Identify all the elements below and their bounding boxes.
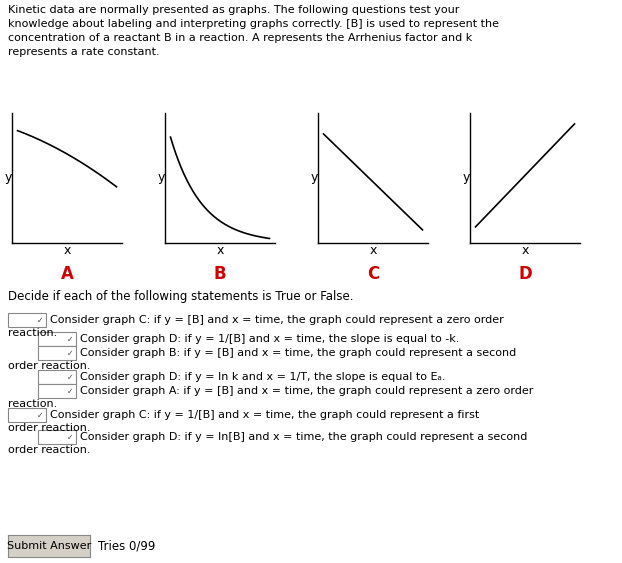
Text: ✓: ✓ (67, 348, 73, 358)
Text: ✓: ✓ (67, 387, 73, 395)
Text: Consider graph C: if y = [B] and x = time, the graph could represent a zero orde: Consider graph C: if y = [B] and x = tim… (50, 315, 504, 325)
X-axis label: x: x (369, 244, 377, 257)
Text: Decide if each of the following statements is True or False.: Decide if each of the following statemen… (8, 290, 353, 303)
Text: Kinetic data are normally presented as graphs. The following questions test your: Kinetic data are normally presented as g… (8, 5, 460, 15)
Text: concentration of a reactant B in a reaction. A represents the Arrhenius factor a: concentration of a reactant B in a react… (8, 33, 472, 43)
Text: Tries 0/99: Tries 0/99 (98, 539, 156, 552)
Y-axis label: y: y (462, 172, 470, 185)
X-axis label: x: x (521, 244, 529, 257)
Text: Consider graph D: if y = ln[B] and x = time, the graph could represent a second: Consider graph D: if y = ln[B] and x = t… (80, 432, 527, 442)
Text: ✓: ✓ (67, 432, 73, 441)
Text: order reaction.: order reaction. (8, 445, 90, 455)
X-axis label: x: x (216, 244, 224, 257)
X-axis label: x: x (63, 244, 71, 257)
Text: order reaction.: order reaction. (8, 361, 90, 371)
Text: reaction.: reaction. (8, 328, 57, 338)
Y-axis label: y: y (310, 172, 317, 185)
Text: represents a rate constant.: represents a rate constant. (8, 47, 160, 57)
Text: D: D (518, 265, 532, 283)
Text: Consider graph D: if y = 1/[B] and x = time, the slope is equal to -k.: Consider graph D: if y = 1/[B] and x = t… (80, 334, 460, 344)
Text: knowledge about labeling and interpreting graphs correctly. [B] is used to repre: knowledge about labeling and interpretin… (8, 19, 499, 29)
Text: Consider graph A: if y = [B] and x = time, the graph could represent a zero orde: Consider graph A: if y = [B] and x = tim… (80, 386, 534, 396)
Text: ✓: ✓ (37, 315, 43, 324)
Text: B: B (214, 265, 226, 283)
Y-axis label: y: y (157, 172, 165, 185)
Text: C: C (367, 265, 379, 283)
Text: Consider graph B: if y = [B] and x = time, the graph could represent a second: Consider graph B: if y = [B] and x = tim… (80, 348, 516, 358)
Y-axis label: y: y (4, 172, 12, 185)
Text: Submit Answer: Submit Answer (7, 541, 91, 551)
Text: Consider graph D: if y = ln k and x = 1/T, the slope is equal to Eₐ.: Consider graph D: if y = ln k and x = 1/… (80, 372, 445, 382)
Text: Consider graph C: if y = 1/[B] and x = time, the graph could represent a first: Consider graph C: if y = 1/[B] and x = t… (50, 410, 479, 420)
Text: ✓: ✓ (67, 334, 73, 343)
Text: reaction.: reaction. (8, 399, 57, 409)
Text: A: A (60, 265, 73, 283)
Text: ✓: ✓ (67, 373, 73, 382)
Text: order reaction.: order reaction. (8, 423, 90, 433)
Text: ✓: ✓ (37, 410, 43, 419)
